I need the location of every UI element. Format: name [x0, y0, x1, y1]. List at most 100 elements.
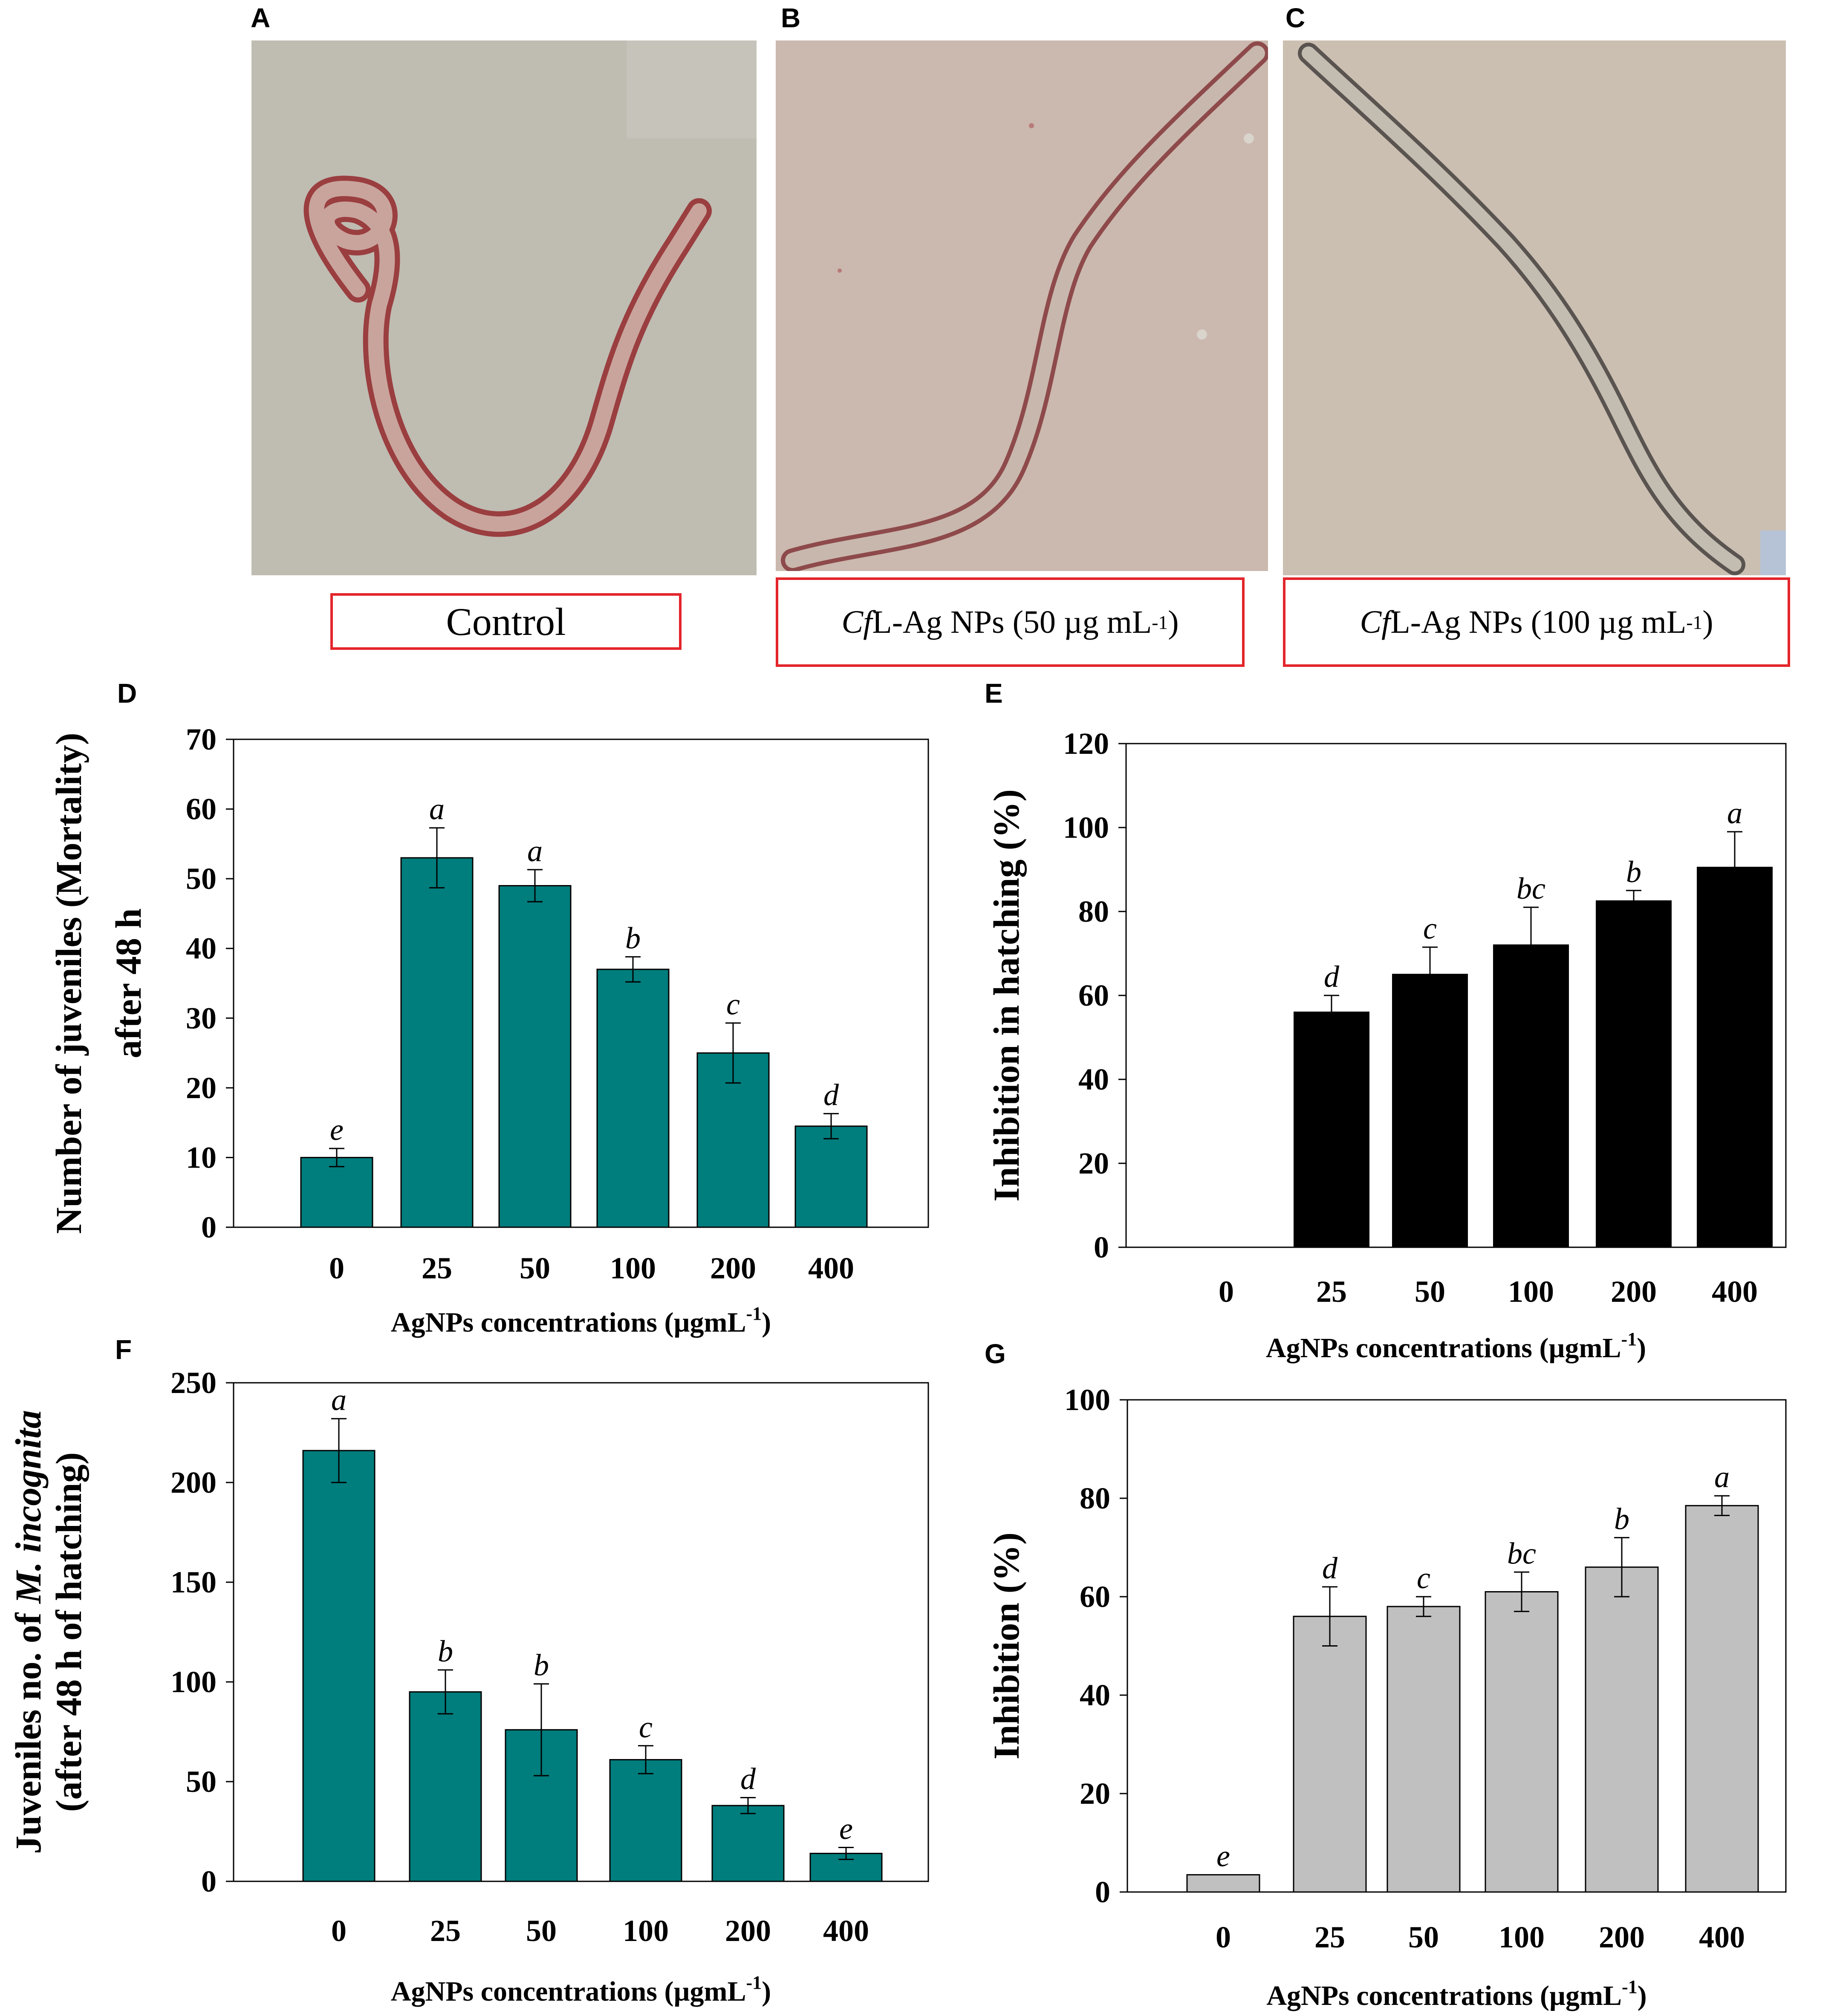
panel-letter-e: E	[985, 678, 1003, 709]
chart-g-xtick-label: 0	[1216, 1920, 1231, 1954]
chart-g-bar	[1293, 1615, 1367, 1893]
chart-d-ytick-label: 50	[186, 862, 217, 896]
chart-f-ytick-label: 200	[170, 1465, 217, 1500]
chart-f-xtick-label: 0	[331, 1914, 347, 1948]
chart-e-xtick-label: 50	[1415, 1275, 1445, 1309]
panel-letter-a: A	[251, 3, 271, 33]
chart-e-xlabel-end: )	[1637, 1332, 1646, 1364]
chart-d-bar	[300, 1157, 373, 1228]
caption-100-text: L-Ag NPs (100 µg mL	[1390, 604, 1687, 640]
chart-f-ytick-label: 50	[186, 1765, 217, 1799]
caption-control: Control	[330, 593, 682, 650]
chart-g-xlabel-main: AgNPs concentrations (µgmL	[1266, 1980, 1622, 2011]
caption-50-end: )	[1168, 604, 1179, 640]
chart-e-bar	[1697, 867, 1773, 1248]
chart-g-ytick-label: 80	[1080, 1481, 1110, 1515]
chart-d-xtick-label: 100	[610, 1251, 656, 1285]
chart-f-xtick-label: 400	[823, 1914, 869, 1948]
chart-e-bar	[1596, 900, 1672, 1248]
panel-letter-d: D	[117, 678, 137, 709]
chart-e-bar	[1294, 1011, 1369, 1248]
chart-f-ylabel-line: Juveniles no. of M. incognita	[8, 1410, 49, 1854]
chart-d-ytick-label: 40	[186, 932, 217, 966]
chart-e-significance-letter: a	[1727, 796, 1742, 830]
chart-e-ytick-label: 0	[1094, 1230, 1109, 1264]
chart-g-ytick-label: 40	[1080, 1678, 1110, 1712]
chart-f-bar	[302, 1450, 376, 1882]
panel-letter-b: B	[781, 3, 801, 33]
chart-f-xlabel: AgNPs concentrations (µgmL-1)	[391, 1972, 771, 2007]
chart-d-ytick-label: 20	[186, 1071, 217, 1105]
chart-e-ylabel-line: Inhibition in hatching (%)	[986, 789, 1027, 1202]
chart-e-ytick-label: 80	[1078, 894, 1109, 929]
chart-f-ytick-label: 150	[170, 1565, 217, 1599]
chart-f-significance-letter: e	[839, 1811, 853, 1846]
caption-100-end: )	[1702, 604, 1713, 640]
chart-f-ylabel-line: (after 48 h of hatching)	[48, 1452, 89, 1812]
chart-d-bar	[400, 857, 474, 1228]
chart-e-ytick-label: 100	[1063, 810, 1109, 845]
chart-juveniles: 0 50 100 150 200 250 a 0 b 25 b 50 c 100 d 200 e 400 AgNPs…	[8, 1366, 929, 2007]
chart-d-significance-letter: c	[726, 987, 740, 1021]
chart-d-ytick-label: 0	[201, 1210, 217, 1244]
micrograph-100	[1283, 40, 1786, 575]
chart-d-significance-letter: d	[823, 1078, 839, 1112]
chart-d-ytick-label: 60	[186, 792, 217, 826]
chart-d-xtick-label: 400	[808, 1251, 854, 1285]
chart-e-ytick-label: 60	[1078, 978, 1109, 1012]
chart-f-plot-frame	[233, 1382, 929, 1882]
chart-g-ytick-label: 60	[1080, 1580, 1110, 1614]
panel-letter-g: G	[985, 1338, 1006, 1369]
chart-d-ytick-label: 70	[186, 722, 217, 756]
chart-d-xtick-label: 200	[710, 1251, 756, 1285]
chart-f-significance-letter: c	[639, 1710, 653, 1744]
chart-g-xtick-label: 400	[1699, 1920, 1745, 1954]
chart-g-ylabel-line: Inhibition (%)	[986, 1532, 1027, 1759]
chart-d-bar	[794, 1125, 868, 1228]
chart-f-ytick-label: 250	[170, 1366, 217, 1400]
chart-f-significance-letter: a	[331, 1383, 347, 1417]
chart-g-xtick-label: 25	[1314, 1920, 1345, 1954]
chart-f-xtick-label: 50	[526, 1914, 557, 1948]
chart-d-xlabel-sup: -1	[746, 1303, 762, 1324]
chart-g-bar	[1585, 1566, 1659, 1893]
chart-e-xtick-label: 200	[1611, 1275, 1657, 1309]
chart-e-significance-letter: b	[1626, 855, 1641, 889]
chart-e-ytick-label: 120	[1063, 727, 1109, 761]
chart-g-ytick-label: 20	[1080, 1777, 1110, 1811]
chart-g-xtick-label: 100	[1499, 1920, 1545, 1954]
chart-inhibition: 0 20 40 60 80 100 e 0 d 25 c 50 bc 100 b 200 a 400 AgNPs c…	[986, 1383, 1787, 2011]
chart-g-bar	[1386, 1606, 1461, 1893]
chart-f-ylabel-species: M. incognita	[8, 1410, 49, 1604]
chart-d-xtick-label: 25	[422, 1251, 452, 1285]
chart-e-significance-letter: c	[1423, 911, 1437, 946]
chart-g-significance-letter: a	[1714, 1460, 1730, 1494]
chart-g-bar	[1186, 1874, 1260, 1893]
chart-f-bar	[409, 1691, 482, 1882]
chart-d-significance-letter: b	[625, 921, 641, 955]
chart-g-ytick-label: 100	[1064, 1383, 1110, 1417]
chart-e-xtick-label: 25	[1316, 1275, 1347, 1309]
chart-g-significance-letter: c	[1417, 1561, 1430, 1595]
chart-d-plot-frame	[233, 738, 929, 1228]
chart-g-significance-letter: b	[1614, 1502, 1629, 1536]
caption-50-italic: Cf	[841, 604, 872, 640]
chart-d-ylabel-line: after 48 h	[108, 908, 149, 1058]
chart-g-ytick-label: 0	[1095, 1875, 1110, 1909]
chart-f-significance-letter: b	[534, 1648, 549, 1682]
chart-hatching-inhibition: 0 20 40 60 80 100 120 0 d 25 c 50 bc 100 b 200 a 400 AgNPs…	[986, 727, 1787, 1364]
chart-d-xlabel-end: )	[762, 1307, 771, 1338]
chart-f-xtick-label: 100	[623, 1914, 669, 1948]
micrograph-control	[251, 40, 757, 575]
chart-e-bar	[1392, 974, 1468, 1248]
caption-50: Cf L-Ag NPs (50 µg mL -1 )	[776, 577, 1245, 667]
chart-g-significance-letter: bc	[1507, 1536, 1536, 1570]
caption-50-sup: -1	[1152, 611, 1168, 633]
chart-e-xtick-label: 0	[1219, 1275, 1234, 1309]
chart-f-xlabel-sup: -1	[746, 1972, 762, 1993]
panel-letter-f: F	[115, 1334, 132, 1365]
caption-control-text: Control	[446, 600, 566, 643]
chart-e-ytick-label: 40	[1078, 1062, 1109, 1096]
chart-d-xtick-label: 50	[520, 1251, 550, 1285]
chart-f-ytick-label: 100	[170, 1665, 217, 1699]
